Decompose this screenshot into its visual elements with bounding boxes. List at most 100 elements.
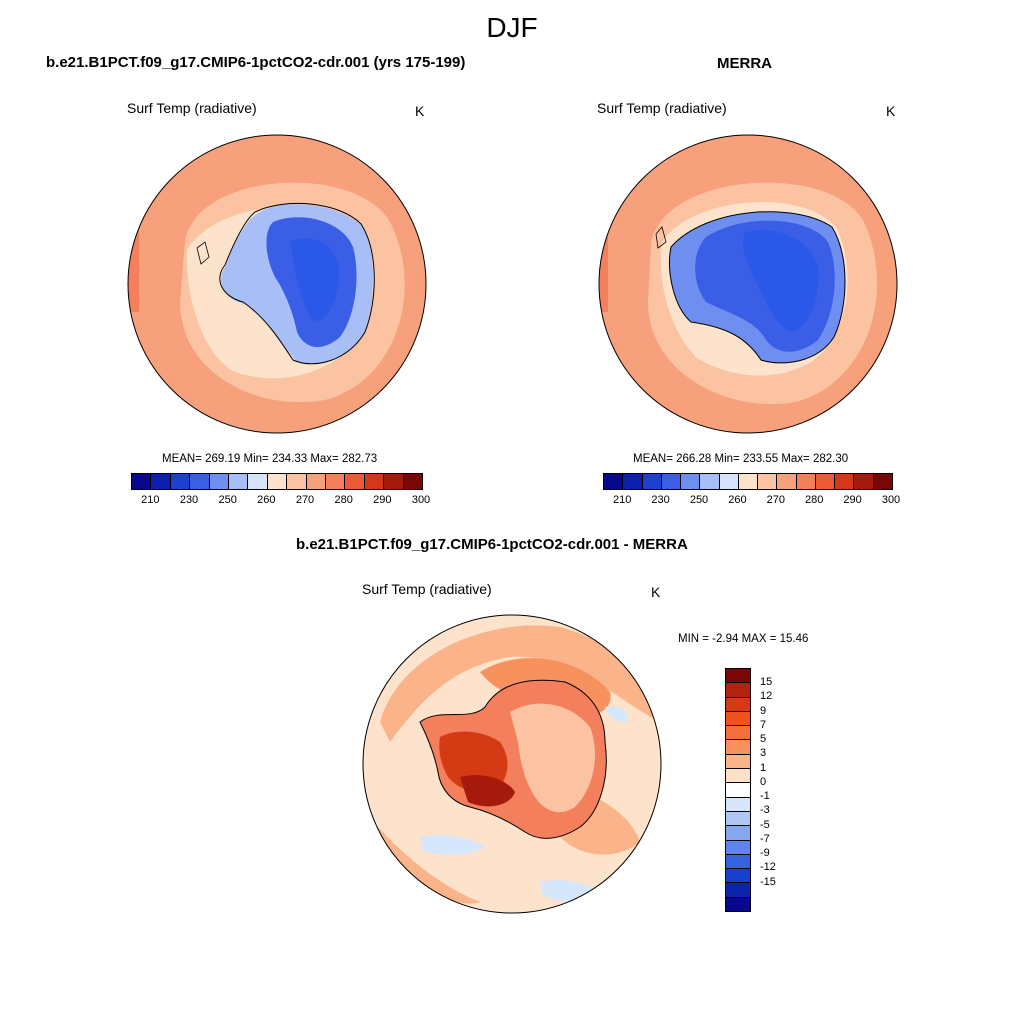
obs-colorbar-tick-label: 290 [843,494,862,506]
obs-colorbar-tick-label: 300 [881,494,901,506]
diff-colorbar-tick-label: -3 [760,804,770,817]
model-peninsula [196,241,210,265]
obs-colorbar-swatch [700,474,720,489]
season-title: DJF [486,12,538,43]
model-colorbar-swatch [384,474,404,489]
diff-colorbar-swatch [726,683,750,698]
obs-colorbar-tick-label: 250 [689,494,709,506]
obs-colorbar-swatch [681,474,701,489]
obs-colorbar-swatch [623,474,643,489]
diff-colorbar-tick-label: -12 [760,861,776,874]
obs-colorbar-tick-label: 280 [805,494,824,506]
obs-colorbar-tick-label: 210 [613,494,632,506]
model-plateau-core [290,238,340,322]
diff-colorbar-swatch [726,769,750,784]
diff-colorbar-swatch [726,740,750,755]
diff-ocean-warm-north [380,625,660,742]
model-panel-title: b.e21.B1PCT.f09_g17.CMIP6-1pctCO2-cdr.00… [46,54,466,71]
model-colorbar-tick-label: 270 [295,494,315,506]
diff-coastline [419,679,607,839]
obs-colorbar-swatch [719,474,739,489]
obs-colorbar [603,473,893,490]
model-warm-edge [128,192,139,312]
diff-colorbar-tick-label: 15 [760,676,773,689]
diff-colorbar-swatch [726,697,750,712]
diff-colorbar-swatch [726,754,750,770]
model-colorbar [131,473,423,490]
obs-colorbar-tick-label: 270 [766,494,785,506]
diff-colorbar-tick-label: 1 [760,761,767,774]
obs-peninsula [655,226,667,249]
diff-colorbar-swatch [726,854,750,870]
model-colorbar-ticks: 210 230 250 260 270 280 290 300 [131,494,430,508]
model-colorbar-tick-label: 230 [179,494,199,506]
obs-colorbar-swatch [604,474,624,489]
model-stats: MEAN= 269.19 Min= 234.33 Max= 282.73 [162,453,378,465]
model-colorbar-tick-label: 300 [411,494,431,506]
obs-colorbar-swatch [758,474,778,489]
diff-land-hottest [460,775,515,807]
diff-colorbar-tick-label: 9 [760,704,767,717]
diff-colorbar-tick-label: -1 [760,790,770,803]
diff-colorbar-swatch [726,869,750,884]
diff-colorbar-tick-label: 12 [760,690,773,703]
diff-variable-label: Surf Temp (radiative) [362,581,492,597]
model-colorbar-swatch [306,474,327,489]
obs-colorbar-swatch [873,474,892,489]
model-colorbar-swatch [364,474,385,489]
model-variable-label: Surf Temp (radiative) [127,100,257,116]
diff-map-border [362,614,662,914]
obs-panel-title: MERRA [717,55,772,72]
diff-colorbar-swatch [726,783,750,798]
obs-variable-label: Surf Temp (radiative) [597,100,727,116]
model-colorbar-swatch [170,474,191,489]
model-colorbar-swatch [267,474,288,489]
obs-colorbar-swatch [738,474,759,489]
diff-colorbar-tick-label: -15 [760,875,776,888]
obs-colorbar-tick-label: 230 [651,494,670,506]
model-colorbar-tick-label: 290 [373,494,392,506]
model-colorbar-swatch [326,474,346,489]
obs-warm-edge [599,202,608,312]
diff-colorbar-tick-label: -5 [760,818,770,831]
diff-colorbar-ticks: 15 12 9 7 5 3 1 0 -1 -3 -5 -7 -9 -12 -15 [760,668,800,910]
obs-colorbar-swatch [835,474,855,489]
model-colorbar-swatch [209,474,230,489]
diff-polar-map [362,614,662,914]
diff-colorbar-swatch [726,726,750,741]
obs-plateau-core [742,229,819,332]
obs-colorbar-tick-label: 260 [728,494,747,506]
obs-colorbar-swatch [642,474,662,489]
obs-colorbar-swatch [796,474,816,489]
model-polar-map [127,134,427,434]
model-colorbar-tick-label: 250 [218,494,237,506]
model-map-border [127,134,427,434]
diff-colorbar [725,668,751,912]
diff-colorbar-swatch [726,840,750,855]
diff-colorbar-tick-label: 5 [760,733,767,746]
model-colorbar-swatch [190,474,210,489]
diff-stats: MIN = -2.94 MAX = 15.46 [678,633,809,645]
diff-colorbar-tick-label: 3 [760,747,767,760]
diff-cool-patch-3 [395,895,440,912]
obs-polar-map [598,134,898,434]
diff-cool-patch-4 [605,706,629,723]
diff-colorbar-swatch [726,811,750,827]
diff-land-mild [510,703,595,813]
diff-colorbar-tick-label: 7 [760,718,767,731]
diff-colorbar-swatch [726,883,750,898]
model-coastline [219,202,375,365]
model-units-label: K [415,103,425,119]
obs-colorbar-swatch [777,474,797,489]
diff-units-label: K [651,584,661,600]
diff-colorbar-swatch [726,797,750,812]
model-colorbar-tick-label: 210 [141,494,160,506]
diff-colorbar-swatch [726,669,750,684]
obs-colorbar-ticks: 210 230 250 260 270 280 290 300 [603,494,900,508]
model-colorbar-swatch [229,474,249,489]
model-colorbar-swatch [287,474,307,489]
model-colorbar-tick-label: 280 [334,494,353,506]
diff-colorbar-swatch [726,826,750,841]
obs-units-label: K [886,103,896,119]
obs-stats: MEAN= 266.28 Min= 233.55 Max= 282.30 [633,453,849,465]
